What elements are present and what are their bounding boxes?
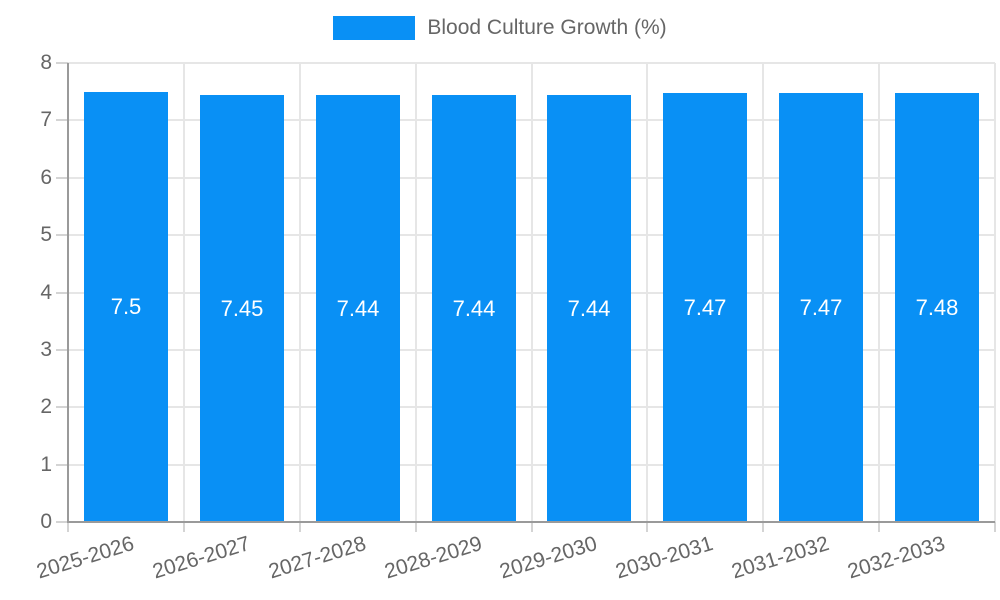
bar-value-label: 7.44 xyxy=(336,295,380,321)
y-tick-label: 0 xyxy=(40,510,52,533)
x-gridline xyxy=(878,63,880,522)
x-gridline xyxy=(762,63,764,522)
x-tick xyxy=(299,522,301,532)
y-tick xyxy=(56,464,68,466)
y-tick xyxy=(56,521,68,523)
x-tick-label: 2025-2026 xyxy=(33,532,137,584)
y-tick xyxy=(56,349,68,351)
bar-value-label: 7.47 xyxy=(799,294,843,320)
bar-value-label: 7.44 xyxy=(452,295,496,321)
y-tick xyxy=(56,292,68,294)
y-tick xyxy=(56,62,68,64)
x-gridline xyxy=(646,63,648,522)
x-tick-label: 2029-2030 xyxy=(496,532,600,584)
x-tick xyxy=(762,522,764,532)
x-tick-label: 2027-2028 xyxy=(265,532,369,584)
x-gridline xyxy=(531,63,533,522)
x-tick xyxy=(531,522,533,532)
x-tick-label: 2026-2027 xyxy=(149,532,253,584)
y-tick-label: 5 xyxy=(40,223,52,246)
y-tick xyxy=(56,234,68,236)
y-tick-label: 4 xyxy=(40,281,52,304)
y-tick-label: 8 xyxy=(40,51,52,74)
bar[interactable]: 7.5 xyxy=(84,92,168,522)
legend-label: Blood Culture Growth (%) xyxy=(427,16,667,39)
bar[interactable]: 7.44 xyxy=(547,95,631,522)
x-tick-label: 2030-2031 xyxy=(612,532,716,584)
bar[interactable]: 7.47 xyxy=(663,93,747,522)
y-tick-label: 1 xyxy=(40,453,52,476)
y-tick-label: 6 xyxy=(40,166,52,189)
legend[interactable]: Blood Culture Growth (%) xyxy=(0,16,1000,40)
x-tick xyxy=(183,522,185,532)
bar-value-label: 7.45 xyxy=(220,295,264,321)
x-gridline xyxy=(299,63,301,522)
legend-swatch xyxy=(333,16,416,40)
x-tick-label: 2031-2032 xyxy=(728,532,832,584)
y-tick-label: 7 xyxy=(40,108,52,131)
x-tick xyxy=(646,522,648,532)
x-gridline xyxy=(415,63,417,522)
bar-value-label: 7.44 xyxy=(567,295,611,321)
y-tick xyxy=(56,119,68,121)
bar-value-label: 7.5 xyxy=(110,294,142,319)
bar-value-label: 7.47 xyxy=(683,294,727,320)
x-tick xyxy=(415,522,417,532)
y-axis-line xyxy=(67,63,69,523)
x-tick-label: 2028-2029 xyxy=(381,532,485,584)
x-tick xyxy=(878,522,880,532)
bar[interactable]: 7.44 xyxy=(316,95,400,522)
y-tick-label: 2 xyxy=(40,395,52,418)
y-tick-label: 3 xyxy=(40,338,52,361)
bar[interactable]: 7.47 xyxy=(779,93,863,522)
bar[interactable]: 7.48 xyxy=(895,93,979,522)
x-tick xyxy=(994,522,996,532)
bar-value-label: 7.48 xyxy=(915,294,959,320)
y-tick xyxy=(56,177,68,179)
x-gridline xyxy=(994,63,996,522)
x-tick xyxy=(67,522,69,532)
x-gridline xyxy=(183,63,185,522)
x-axis-line xyxy=(67,521,995,523)
y-tick xyxy=(56,406,68,408)
bar[interactable]: 7.45 xyxy=(200,95,284,522)
bar[interactable]: 7.44 xyxy=(432,95,516,522)
x-tick-label: 2032-2033 xyxy=(844,532,948,584)
